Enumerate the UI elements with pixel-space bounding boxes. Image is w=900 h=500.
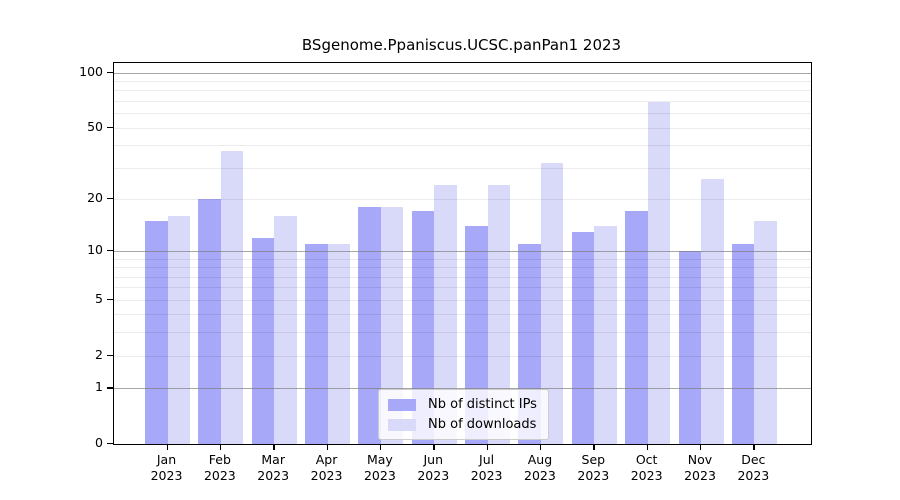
y-tick <box>107 197 113 200</box>
x-tick <box>593 444 595 450</box>
x-tick-label: Aug 2023 <box>524 452 556 483</box>
bar-nb-of-distinct-ips-dec <box>731 244 755 444</box>
bar-nb-of-downloads-apr <box>327 244 351 444</box>
x-tick-label: Mar 2023 <box>257 452 290 483</box>
x-tick-label: Apr 2023 <box>310 452 343 483</box>
gridline-minor <box>114 287 811 289</box>
gridline-minor <box>114 100 811 102</box>
gridline-minor <box>114 276 811 278</box>
bar-nb-of-distinct-ips-may <box>358 207 381 444</box>
x-tick <box>486 444 488 450</box>
x-tick-label: Feb 2023 <box>203 452 236 483</box>
x-tick-label: Nov 2023 <box>684 452 716 483</box>
gridline-minor <box>114 90 811 92</box>
x-tick <box>326 444 328 450</box>
legend-swatch-distinct-ips <box>388 398 416 411</box>
y-tick <box>107 298 113 301</box>
y-tick-label: 20 <box>87 189 103 205</box>
y-tick <box>107 387 113 389</box>
x-tick-label: Jan 2023 <box>150 452 183 483</box>
bar-nb-of-downloads-sep <box>594 226 617 444</box>
legend-label-downloads: Nb of downloads <box>428 417 537 432</box>
y-tick <box>107 250 113 252</box>
x-tick-label: Jun 2023 <box>417 452 450 483</box>
x-tick-label: Jul 2023 <box>470 452 503 483</box>
x-tick <box>379 444 382 450</box>
gridline-minor <box>114 355 811 357</box>
gridline-minor <box>114 332 811 334</box>
gridline-minor <box>114 80 811 82</box>
bar-nb-of-downloads-jul <box>487 184 511 444</box>
gridline-minor <box>114 258 811 260</box>
y-tick <box>107 71 113 73</box>
gridline-major <box>114 72 811 74</box>
x-tick-label: May 2023 <box>363 452 396 483</box>
x-tick <box>646 444 649 450</box>
gridline-minor <box>114 127 811 129</box>
bar-nb-of-distinct-ips-jun <box>411 211 435 444</box>
gridline-minor <box>114 167 811 169</box>
gridline-minor <box>114 145 811 147</box>
gridline-major <box>114 388 811 390</box>
bar-nb-of-downloads-feb <box>220 151 244 444</box>
y-tick-label: 2 <box>95 346 103 362</box>
x-tick-label: Oct 2023 <box>630 452 663 483</box>
bar-nb-of-distinct-ips-mar <box>251 237 275 444</box>
y-tick-label: 10 <box>87 242 103 258</box>
legend-label-distinct-ips: Nb of distinct IPs <box>428 397 537 412</box>
chart-title: BSgenome.Ppaniscus.UCSC.panPan1 2023 <box>301 36 622 54</box>
x-tick-label: Sep 2023 <box>577 452 610 483</box>
y-tick-label: 0 <box>95 435 103 450</box>
gridline-minor <box>114 198 811 200</box>
x-tick-label: Dec 2023 <box>737 452 770 483</box>
bar-nb-of-downloads-aug <box>540 162 564 444</box>
y-tick-label: 1 <box>95 379 103 395</box>
gridline-minor <box>114 314 811 316</box>
y-tick <box>107 126 113 128</box>
gridline-major <box>114 251 811 253</box>
x-tick <box>433 444 435 450</box>
y-tick <box>107 443 113 445</box>
bar-nb-of-downloads-mar <box>274 216 297 444</box>
bar-nb-of-distinct-ips-oct <box>625 211 648 444</box>
y-tick <box>107 354 113 356</box>
bar-nb-of-downloads-oct <box>647 102 671 444</box>
legend-swatch-downloads <box>388 418 416 431</box>
bar-nb-of-distinct-ips-feb <box>198 199 221 444</box>
legend-item-distinct-ips: Nb of distinct IPs <box>388 397 537 412</box>
bar-nb-of-downloads-may <box>380 207 404 444</box>
bar-nb-of-downloads-jan <box>167 216 190 444</box>
bar-nb-of-downloads-nov <box>701 178 724 444</box>
gridline-minor <box>114 113 811 115</box>
x-tick <box>753 444 755 450</box>
bar-nb-of-distinct-ips-sep <box>571 231 595 444</box>
bar-nb-of-distinct-ips-nov <box>678 251 701 444</box>
y-tick-label: 50 <box>87 118 103 134</box>
x-tick <box>219 444 222 450</box>
y-tick-label: 100 <box>79 63 103 79</box>
bar-nb-of-distinct-ips-apr <box>305 244 328 444</box>
x-tick <box>273 444 275 450</box>
x-tick <box>700 444 702 450</box>
y-tick-label: 5 <box>95 290 103 306</box>
legend-item-downloads: Nb of downloads <box>388 417 537 432</box>
bar-nb-of-downloads-jun <box>434 184 457 444</box>
gridline-minor <box>114 267 811 269</box>
plot-area: Nb of distinct IPs Nb of downloads <box>113 62 812 445</box>
gridline-minor <box>114 299 811 301</box>
x-tick <box>539 444 542 450</box>
legend: Nb of distinct IPs Nb of downloads <box>378 389 549 440</box>
x-tick <box>166 444 168 450</box>
